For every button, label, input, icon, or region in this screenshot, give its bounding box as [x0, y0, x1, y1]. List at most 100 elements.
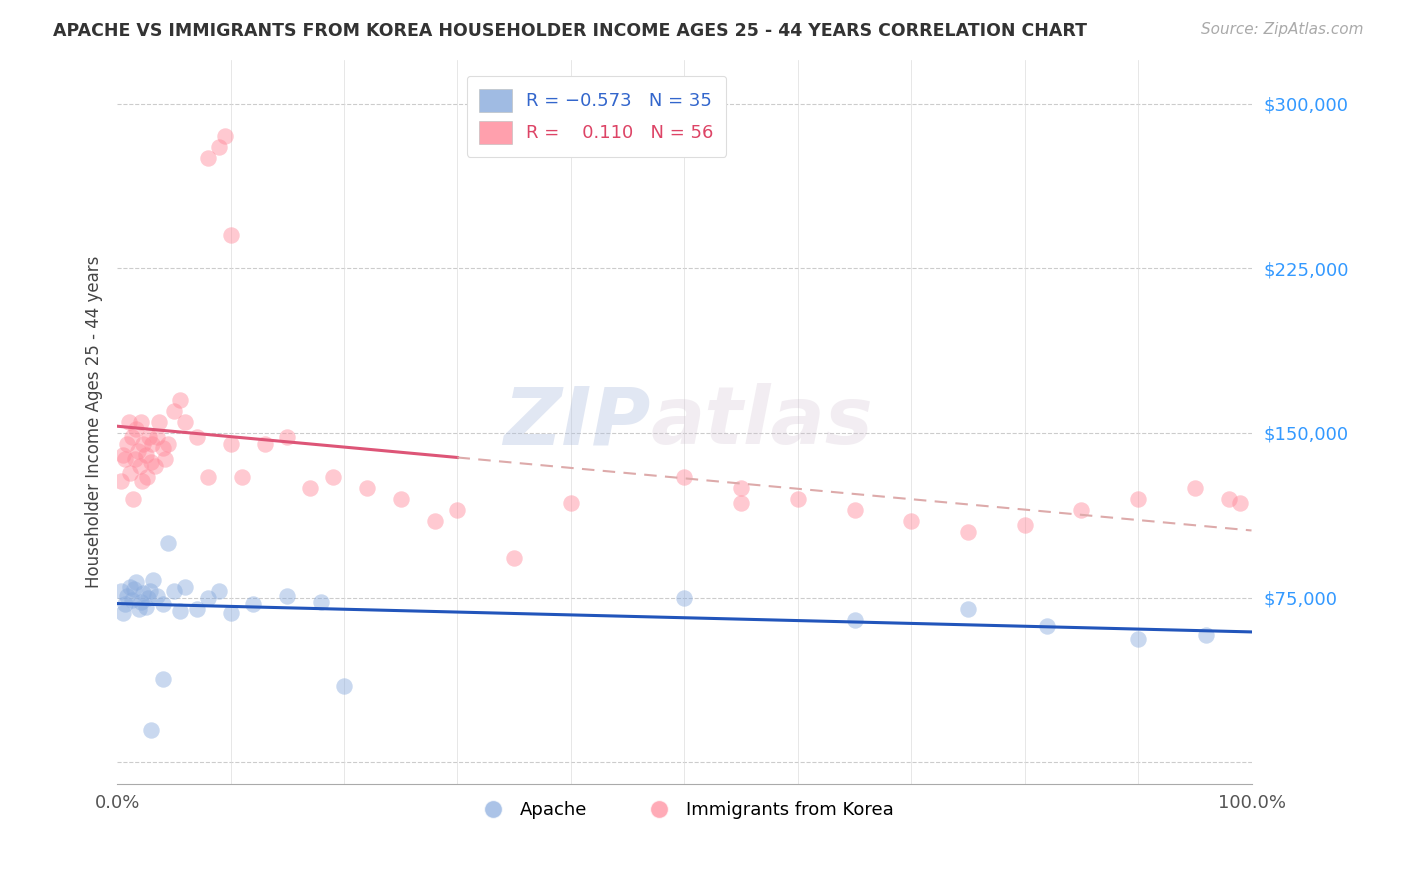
- Point: [148, 415, 170, 429]
- Point: [1218, 491, 1240, 506]
- Point: [231, 470, 253, 484]
- Point: [142, 573, 165, 587]
- Point: [186, 601, 208, 615]
- Point: [141, 454, 163, 468]
- Point: [208, 140, 231, 154]
- Point: [153, 452, 176, 467]
- Point: [169, 604, 191, 618]
- Point: [122, 582, 145, 596]
- Point: [389, 491, 412, 506]
- Point: [197, 152, 219, 166]
- Point: [121, 430, 143, 444]
- Point: [1229, 496, 1251, 510]
- Point: [118, 580, 141, 594]
- Point: [1070, 503, 1092, 517]
- Point: [111, 606, 134, 620]
- Text: Source: ZipAtlas.com: Source: ZipAtlas.com: [1201, 22, 1364, 37]
- Point: [356, 481, 378, 495]
- Point: [132, 437, 155, 451]
- Point: [124, 452, 146, 467]
- Point: [129, 415, 152, 429]
- Point: [152, 672, 174, 686]
- Point: [163, 404, 186, 418]
- Point: [146, 589, 169, 603]
- Point: [110, 584, 132, 599]
- Point: [114, 597, 136, 611]
- Point: [311, 595, 333, 609]
- Point: [1126, 632, 1149, 647]
- Point: [110, 475, 132, 489]
- Point: [322, 470, 344, 484]
- Point: [117, 415, 139, 429]
- Point: [125, 575, 148, 590]
- Point: [135, 470, 157, 484]
- Point: [125, 421, 148, 435]
- Point: [242, 597, 264, 611]
- Point: [219, 606, 242, 620]
- Text: APACHE VS IMMIGRANTS FROM KOREA HOUSEHOLDER INCOME AGES 25 - 44 YEARS CORRELATIO: APACHE VS IMMIGRANTS FROM KOREA HOUSEHOL…: [53, 22, 1087, 40]
- Point: [128, 458, 150, 473]
- Point: [114, 452, 136, 467]
- Point: [276, 589, 298, 603]
- Point: [111, 448, 134, 462]
- Point: [786, 491, 808, 506]
- Point: [208, 584, 231, 599]
- Point: [157, 536, 180, 550]
- Point: [1184, 481, 1206, 495]
- Point: [169, 392, 191, 407]
- Point: [197, 470, 219, 484]
- Text: ZIP: ZIP: [503, 383, 651, 461]
- Point: [673, 470, 696, 484]
- Point: [446, 503, 468, 517]
- Y-axis label: Householder Income Ages 25 - 44 years: Householder Income Ages 25 - 44 years: [86, 256, 103, 588]
- Point: [299, 481, 322, 495]
- Point: [900, 514, 922, 528]
- Point: [673, 591, 696, 605]
- Point: [1036, 619, 1059, 633]
- Point: [1195, 628, 1218, 642]
- Point: [423, 514, 446, 528]
- Point: [118, 466, 141, 480]
- Point: [122, 491, 145, 506]
- Point: [956, 601, 979, 615]
- Point: [132, 586, 155, 600]
- Point: [844, 503, 866, 517]
- Point: [253, 437, 276, 451]
- Point: [152, 597, 174, 611]
- Point: [117, 437, 139, 451]
- Point: [276, 430, 298, 444]
- Point: [174, 415, 197, 429]
- Point: [1126, 491, 1149, 506]
- Point: [131, 475, 153, 489]
- Point: [141, 437, 163, 451]
- Point: [143, 458, 166, 473]
- Point: [121, 593, 143, 607]
- Point: [135, 599, 157, 614]
- Point: [135, 448, 157, 462]
- Point: [186, 430, 208, 444]
- Legend: Apache, Immigrants from Korea: Apache, Immigrants from Korea: [467, 794, 901, 826]
- Point: [157, 437, 180, 451]
- Point: [141, 723, 163, 737]
- Point: [214, 129, 236, 144]
- Point: [152, 442, 174, 456]
- Point: [117, 589, 139, 603]
- Point: [138, 430, 160, 444]
- Point: [730, 496, 752, 510]
- Point: [956, 524, 979, 539]
- Point: [560, 496, 582, 510]
- Point: [163, 584, 186, 599]
- Point: [146, 430, 169, 444]
- Point: [197, 591, 219, 605]
- Point: [503, 551, 526, 566]
- Point: [136, 591, 159, 605]
- Point: [174, 580, 197, 594]
- Point: [844, 613, 866, 627]
- Point: [128, 601, 150, 615]
- Point: [127, 443, 149, 458]
- Text: atlas: atlas: [651, 383, 873, 461]
- Point: [1014, 518, 1036, 533]
- Point: [139, 584, 162, 599]
- Point: [730, 481, 752, 495]
- Point: [219, 228, 242, 243]
